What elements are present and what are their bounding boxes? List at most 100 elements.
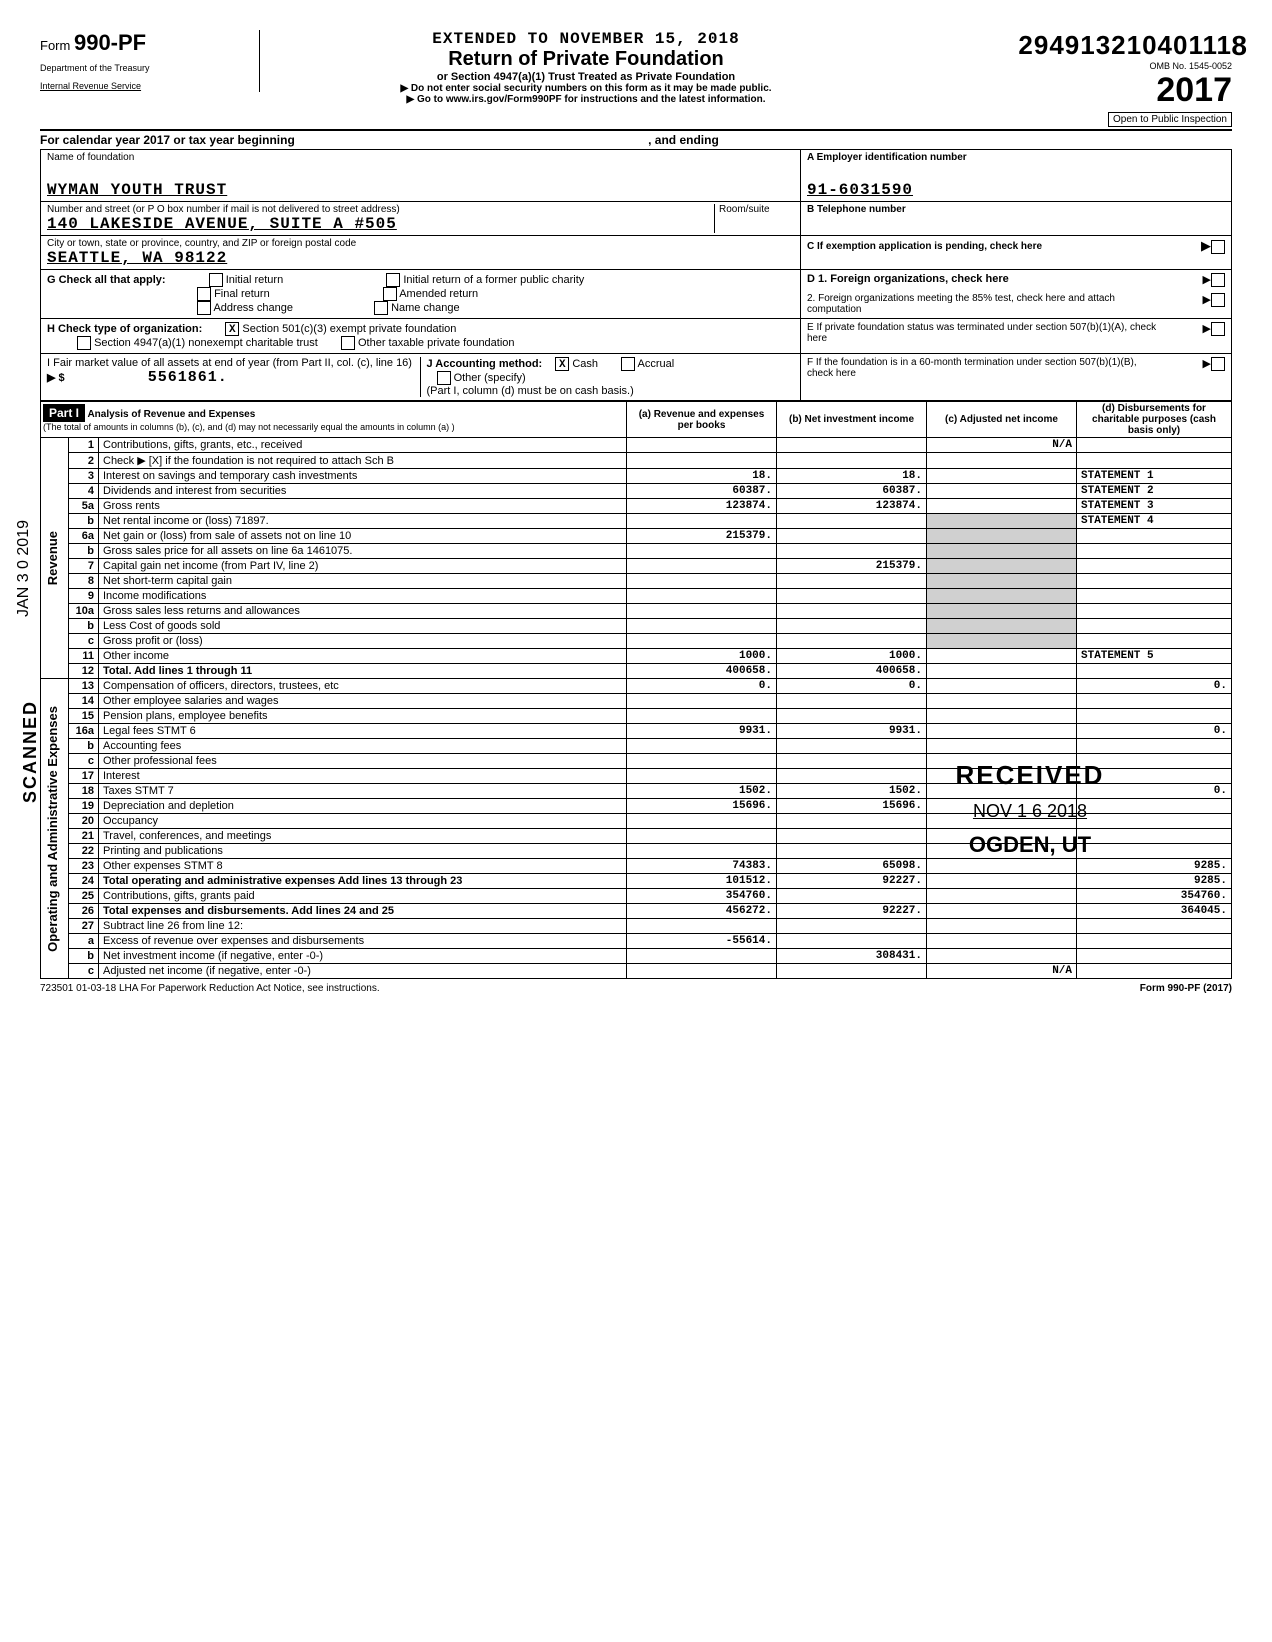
- cell-a: [627, 559, 777, 574]
- line-description: Net rental income or (loss) 71897.: [99, 514, 627, 529]
- line-description: Subtract line 26 from line 12:: [99, 919, 627, 934]
- cell-a: 15696.: [627, 799, 777, 814]
- city-label: City or town, state or province, country…: [47, 238, 794, 249]
- table-row: bAccounting fees: [41, 739, 1232, 754]
- cell-b: [777, 574, 927, 589]
- box-f-checkbox[interactable]: [1211, 357, 1225, 371]
- line-description: Other income: [99, 649, 627, 664]
- cell-b: [777, 919, 927, 934]
- cell-b: [777, 709, 927, 724]
- and-ending: , and ending: [648, 133, 719, 147]
- g-amended-checkbox[interactable]: [383, 287, 397, 301]
- main-title: Return of Private Foundation: [270, 48, 902, 71]
- cell-d: [1077, 589, 1232, 604]
- line-description: Income modifications: [99, 589, 627, 604]
- line-number: 21: [69, 829, 99, 844]
- h-other-checkbox[interactable]: [341, 336, 355, 350]
- line-number: b: [69, 949, 99, 964]
- table-row: bNet investment income (if negative, ent…: [41, 949, 1232, 964]
- g-name-checkbox[interactable]: [374, 301, 388, 315]
- table-row: 3Interest on savings and temporary cash …: [41, 469, 1232, 484]
- box-a-label: A Employer identification number: [807, 152, 1225, 163]
- col-c-header: (c) Adjusted net income: [927, 402, 1077, 438]
- cell-a: [627, 829, 777, 844]
- table-row: 2Check ▶ [X] if the foundation is not re…: [41, 453, 1232, 469]
- line-description: Total expenses and disbursements. Add li…: [99, 904, 627, 919]
- h-4947-checkbox[interactable]: [77, 336, 91, 350]
- table-row: 26Total expenses and disbursements. Add …: [41, 904, 1232, 919]
- g-final-checkbox[interactable]: [197, 287, 211, 301]
- cell-a: [627, 619, 777, 634]
- date-stamp: JAN 3 0 2019: [15, 520, 33, 617]
- line-description: Legal fees STMT 6: [99, 724, 627, 739]
- line-description: Check ▶ [X] if the foundation is not req…: [99, 453, 627, 469]
- line-description: Total. Add lines 1 through 11: [99, 664, 627, 679]
- omb-number: OMB No. 1545-0052: [912, 61, 1232, 71]
- cell-c: [927, 499, 1077, 514]
- cell-a: [627, 754, 777, 769]
- cell-c: N/A: [927, 438, 1077, 453]
- line-number: 4: [69, 484, 99, 499]
- part1-title: Analysis of Revenue and Expenses: [87, 409, 255, 420]
- received-stamp: RECEIVEDNOV 1 6 2018OGDEN, UT: [880, 760, 1180, 858]
- box-e-checkbox[interactable]: [1211, 322, 1225, 336]
- cell-d: 364045.: [1077, 904, 1232, 919]
- j-other: Other (specify): [454, 372, 526, 384]
- line-number: 27: [69, 919, 99, 934]
- cell-c: [927, 619, 1077, 634]
- line-description: Other professional fees: [99, 754, 627, 769]
- line-description: Capital gain net income (from Part IV, l…: [99, 559, 627, 574]
- foundation-name: WYMAN YOUTH TRUST: [47, 181, 794, 199]
- g-initial-checkbox[interactable]: [209, 273, 223, 287]
- box-f-label: F If the foundation is in a 60-month ter…: [807, 357, 1162, 397]
- line-number: 20: [69, 814, 99, 829]
- cell-c: [927, 634, 1077, 649]
- box-d2-checkbox[interactable]: [1211, 293, 1225, 307]
- cell-a: 101512.: [627, 874, 777, 889]
- cell-c: [927, 574, 1077, 589]
- cell-b: [777, 529, 927, 544]
- line-description: Gross rents: [99, 499, 627, 514]
- cell-d: [1077, 559, 1232, 574]
- extended-to: EXTENDED TO NOVEMBER 15, 2018: [270, 30, 902, 48]
- cell-d: 0.: [1077, 724, 1232, 739]
- g-opt-2: Address change: [213, 302, 293, 314]
- table-row: 4Dividends and interest from securities6…: [41, 484, 1232, 499]
- revenue-side-label: Revenue: [45, 531, 60, 585]
- cell-d: 9285.: [1077, 859, 1232, 874]
- line-description: Pension plans, employee benefits: [99, 709, 627, 724]
- table-row: 16aLegal fees STMT 69931.9931.0.: [41, 724, 1232, 739]
- cell-a: 60387.: [627, 484, 777, 499]
- cell-a: [627, 919, 777, 934]
- line-description: Contributions, gifts, grants paid: [99, 889, 627, 904]
- h-opt-1: Section 501(c)(3) exempt private foundat…: [242, 323, 456, 335]
- table-row: bNet rental income or (loss) 71897.STATE…: [41, 514, 1232, 529]
- table-row: 12Total. Add lines 1 through 11400658.40…: [41, 664, 1232, 679]
- g-address-checkbox[interactable]: [197, 301, 211, 315]
- cell-c: [927, 679, 1077, 694]
- g-initial-former-checkbox[interactable]: [386, 273, 400, 287]
- cell-d: 0.: [1077, 679, 1232, 694]
- footer-right: Form 990-PF (2017): [1140, 983, 1232, 994]
- cell-b: 9931.: [777, 724, 927, 739]
- cell-c: [927, 949, 1077, 964]
- cell-a: [627, 709, 777, 724]
- cell-c: [927, 709, 1077, 724]
- j-other-checkbox[interactable]: [437, 371, 451, 385]
- part1-label: Part I: [43, 404, 85, 422]
- cell-d: [1077, 709, 1232, 724]
- j-cash: Cash: [572, 358, 598, 370]
- footer: 723501 01-03-18 LHA For Paperwork Reduct…: [40, 983, 1232, 994]
- cell-d: STATEMENT 4: [1077, 514, 1232, 529]
- j-accrual-checkbox[interactable]: [621, 357, 635, 371]
- cell-b: [777, 634, 927, 649]
- line-description: Taxes STMT 7: [99, 784, 627, 799]
- h-501c3-checkbox[interactable]: [225, 322, 239, 336]
- box-c-checkbox[interactable]: [1211, 240, 1225, 254]
- line-description: Other employee salaries and wages: [99, 694, 627, 709]
- j-cash-checkbox[interactable]: [555, 357, 569, 371]
- box-d1-checkbox[interactable]: [1211, 273, 1225, 287]
- line-number: 23: [69, 859, 99, 874]
- g-label: G Check all that apply:: [47, 274, 166, 286]
- cell-a: [627, 604, 777, 619]
